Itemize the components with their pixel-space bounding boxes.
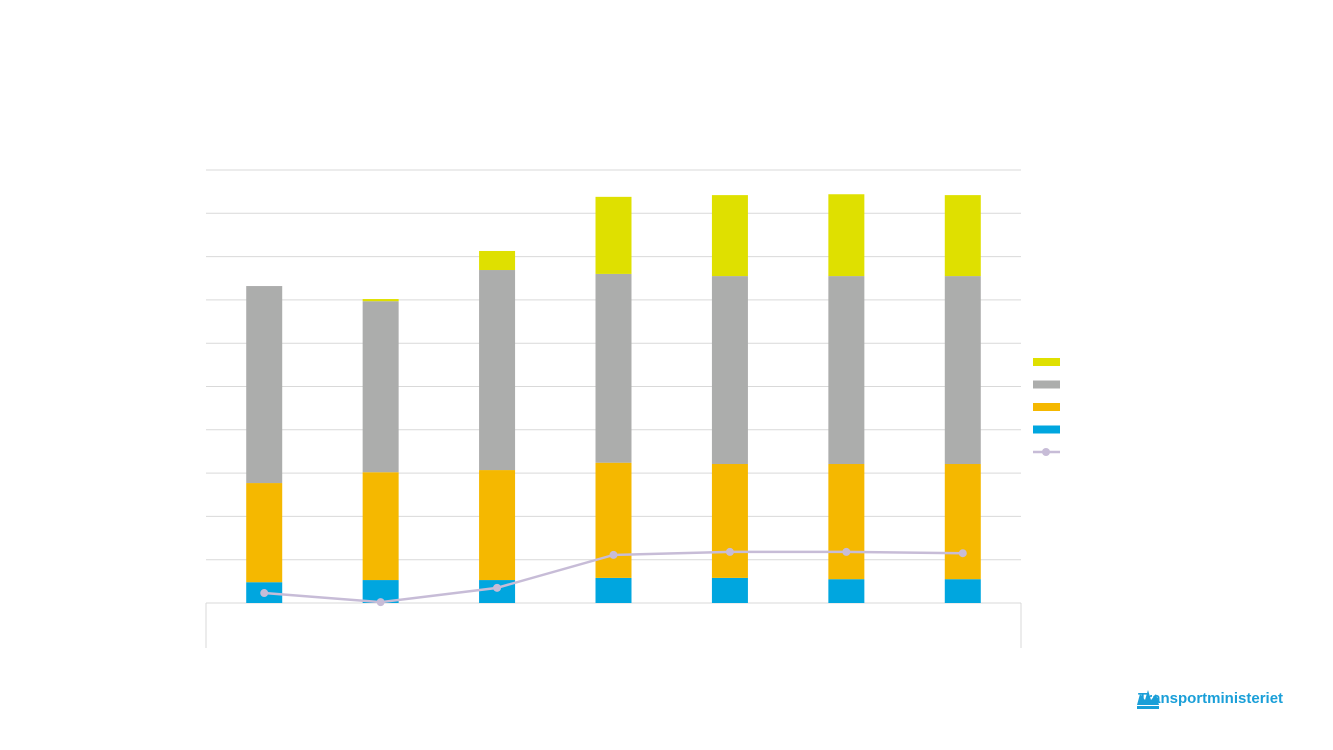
logo-text: Transportministeriet [1138,690,1284,707]
bar-segment [595,196,632,274]
bar-segment [595,273,632,463]
line-point [609,550,618,559]
legend-key [1042,448,1050,456]
bar-segment [944,464,981,580]
legend-key [1033,425,1060,434]
bar-segment [944,579,981,603]
line-point [260,589,269,598]
bar-segment [362,299,399,302]
line-point [376,598,385,607]
bar-segment [479,470,516,581]
logo-crown [1137,690,1159,709]
bar-segment [362,580,399,603]
legend-key [1033,380,1060,389]
bar-segment [246,286,283,484]
bar-segment [944,276,981,465]
bar-segment [828,579,865,603]
line-point [842,547,851,556]
bar-segment [479,250,516,271]
bar-segment [711,577,748,603]
bar-segment [711,464,748,578]
bar-segment [595,462,632,578]
line-point [493,583,502,592]
line-point [725,547,734,556]
bar-segment [828,276,865,465]
legend-key [1033,403,1060,411]
bar-segment [595,577,632,603]
line-point [958,549,967,558]
bar-segment [246,483,283,583]
bar-segment [479,270,516,471]
bar-segment [828,464,865,580]
bar-segment [711,195,748,277]
bar-segment [362,472,399,581]
legend-key [1033,358,1060,366]
bar-segment [944,195,981,277]
bar-segment [362,301,399,473]
bar-segment [711,276,748,465]
bar-segment [828,194,865,277]
